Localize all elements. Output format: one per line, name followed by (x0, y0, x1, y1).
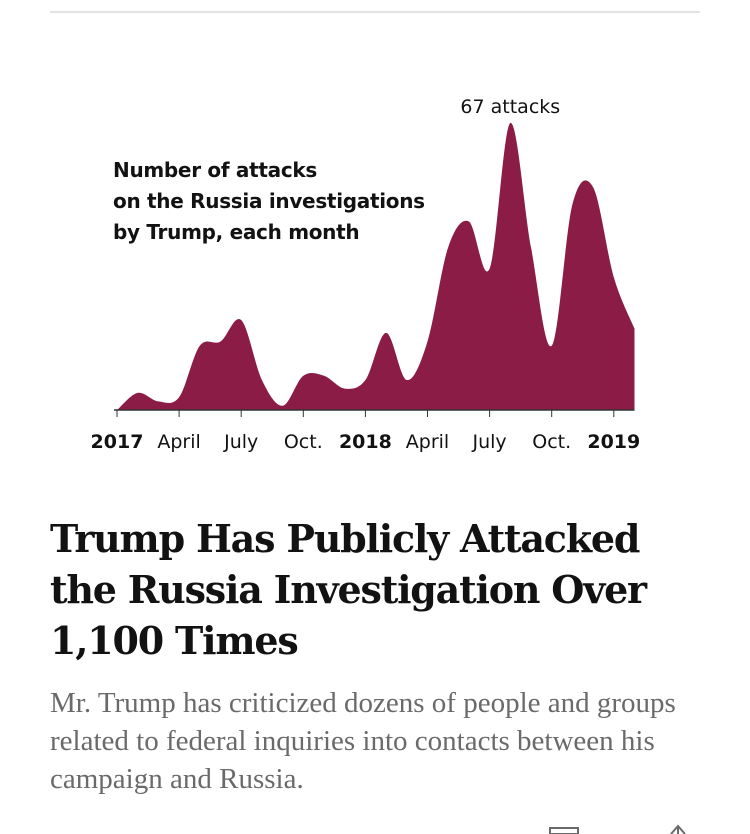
article-summary: Mr. Trump has criticized dozens of peopl… (50, 687, 676, 795)
top-divider (50, 11, 700, 13)
attacks-area-chart: 2017 April July Oct. 2018 April July Oct. 2019 6… (91, 96, 641, 453)
chart-title-line-2: on the Russia investigations (113, 189, 425, 213)
x-axis-label: 2017 (91, 431, 144, 453)
x-axis-label: April (406, 431, 449, 453)
x-axis-label: April (157, 431, 200, 453)
bottom-toolbar (549, 824, 686, 834)
x-axis-label: 2019 (587, 431, 640, 453)
attacks-area-series (117, 122, 635, 411)
x-axis-label: 2018 (339, 431, 392, 453)
x-axis-label: July (472, 431, 507, 453)
x-axis-label: Oct. (284, 431, 323, 453)
chart-title: Number of attacks on the Russia investig… (113, 155, 425, 248)
chart-title-line-1: Number of attacks (113, 158, 318, 182)
peak-annotation: 67 attacks (460, 96, 560, 118)
article-headline[interactable]: Trump Has Publicly Attacked the Russia I… (50, 516, 647, 663)
x-axis-label: Oct. (532, 431, 571, 453)
bookmark-icon[interactable] (549, 827, 579, 834)
share-icon[interactable] (670, 824, 686, 834)
chart-title-line-3: by Trump, each month (113, 220, 360, 244)
x-axis-label: July (223, 431, 258, 453)
